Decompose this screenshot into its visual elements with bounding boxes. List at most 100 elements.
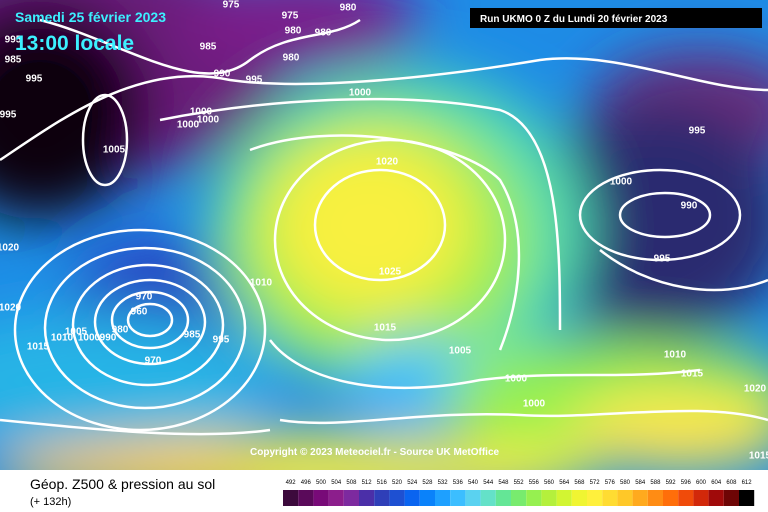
scale-label: 508 [346, 480, 357, 486]
scale-label: 592 [666, 480, 677, 486]
isobar-label: 975 [282, 11, 299, 22]
scale-swatch [556, 490, 572, 506]
isobar-label: 995 [213, 335, 230, 346]
scale-swatch [723, 490, 739, 506]
scale-swatch [693, 490, 709, 506]
isobar-label: 1000 [610, 177, 633, 188]
isobar-label: 990 [100, 333, 117, 344]
isobar-label: 970 [136, 292, 153, 303]
scale-swatch [739, 490, 755, 506]
isobar-label: 980 [112, 325, 129, 336]
isobar-label: 1000 [523, 399, 546, 410]
isobar-label: 990 [681, 201, 698, 212]
scale-swatch [419, 490, 435, 506]
isobar-label: 990 [214, 69, 231, 80]
scale-swatch [602, 490, 618, 506]
isobars [0, 18, 768, 436]
isobar-label: 980 [283, 53, 300, 64]
scale-swatch [587, 490, 603, 506]
scale-swatch [313, 490, 329, 506]
isobar-label: 995 [0, 110, 17, 121]
scale-label: 588 [650, 480, 661, 486]
isobar-label: 1015 [374, 323, 397, 334]
scale-label: 500 [316, 480, 327, 486]
isobar-label: 985 [5, 55, 22, 66]
scale-swatch [647, 490, 663, 506]
isobar-label: 1005 [103, 145, 126, 156]
date: Samedi 25 février 2023 [15, 9, 166, 25]
copyright: Copyright © 2023 Meteociel.fr - Source U… [250, 447, 500, 458]
isobar-label: 1000 [190, 107, 213, 118]
scale-swatch [571, 490, 587, 506]
isobar-label: 1000 [197, 115, 220, 126]
scale-label: 524 [407, 480, 418, 486]
forecast-hour: (+ 132h) [30, 496, 71, 508]
scale-swatch [663, 490, 679, 506]
run-box [470, 8, 762, 28]
isobar-label: 980 [315, 28, 332, 39]
footer-title: Géop. Z500 & pression au sol [30, 476, 215, 492]
isobar-label: 995 [26, 74, 43, 85]
scale-label: 536 [453, 480, 464, 486]
isobar-label: 1000 [505, 374, 528, 385]
scale-label: 504 [331, 480, 342, 486]
scale-swatch [511, 490, 527, 506]
scale-swatch [450, 490, 466, 506]
isobar-label: 1015 [749, 451, 768, 462]
isobar-label: 995 [689, 126, 706, 137]
scale-swatch [328, 490, 344, 506]
isobar-label: 1010 [664, 350, 687, 361]
scale-label: 608 [726, 480, 737, 486]
isobar-label: 980 [285, 26, 302, 37]
isobar-label: 985 [200, 42, 217, 53]
isobar-label: 1005 [449, 346, 472, 357]
isobar-label: 970 [145, 356, 162, 367]
isobar-label: 975 [223, 0, 240, 11]
scale-label: 612 [742, 480, 753, 486]
isobar-label: 985 [184, 330, 201, 341]
scale-label: 576 [605, 480, 616, 486]
scale-swatch [389, 490, 405, 506]
scale-swatch [298, 490, 314, 506]
run-info: Run UKMO 0 Z du Lundi 20 février 2023 [480, 14, 668, 25]
isobar-label: 1020 [376, 157, 399, 168]
local-time: 13:00 locale [15, 32, 134, 55]
isobar-label: 1020 [0, 243, 20, 254]
scale-label: 496 [301, 480, 312, 486]
isobar-label: 1020 [744, 384, 767, 395]
scale-label: 520 [392, 480, 403, 486]
isobar-label: 1015 [681, 369, 704, 380]
isobar-label: 995 [654, 254, 671, 265]
scale-swatch [678, 490, 694, 506]
isobar-label: 1005 [65, 327, 88, 338]
isobar-label: 1020 [0, 303, 22, 314]
scale-swatch [343, 490, 359, 506]
scale-label: 492 [286, 480, 297, 486]
isobar-label: 1010 [250, 278, 273, 289]
scale-label: 572 [590, 480, 601, 486]
scale-label: 552 [514, 480, 525, 486]
scale-label: 548 [498, 480, 509, 486]
scale-swatch [708, 490, 724, 506]
scale-label: 532 [438, 480, 449, 486]
isobar-label: 1010 [51, 333, 74, 344]
isobar-label: 1015 [27, 342, 50, 353]
isobar-label: 995 [5, 35, 22, 46]
isobar-label: 1025 [379, 267, 402, 278]
scale-swatch [495, 490, 511, 506]
scale-swatch [404, 490, 420, 506]
isobar-label: 1000 [349, 88, 372, 99]
isobar-label: 1000 [177, 120, 200, 131]
scale-swatch [526, 490, 542, 506]
scale-swatch [435, 490, 451, 506]
scale-label: 560 [544, 480, 555, 486]
isobar-label: 980 [340, 3, 357, 14]
scale-swatch [617, 490, 633, 506]
scale-label: 512 [362, 480, 373, 486]
scale-swatch [374, 490, 390, 506]
scale-swatch [480, 490, 496, 506]
scale-swatch [465, 490, 481, 506]
scale-label: 516 [377, 480, 388, 486]
